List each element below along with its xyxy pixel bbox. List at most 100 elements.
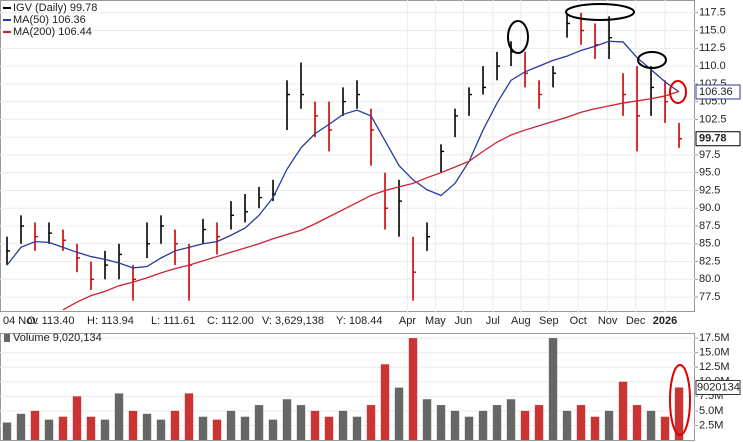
- volume-bar: [338, 410, 348, 440]
- volume-bar: [674, 387, 684, 440]
- x-tick-label: Sep: [539, 315, 559, 327]
- volume-bar: [170, 410, 180, 440]
- volume-bar: [184, 393, 194, 440]
- annotation-circle: [669, 80, 687, 104]
- volume-bar: [58, 416, 68, 440]
- info-bar-text: V: 3,629,138: [262, 315, 324, 327]
- x-tick-label: May: [425, 315, 446, 327]
- y-tick-label: 80.0: [699, 273, 720, 285]
- y-tick-label: 5.0M: [699, 405, 723, 417]
- volume-bar: [254, 405, 264, 440]
- annotation-ellipse: [669, 364, 691, 436]
- plot-layer: Apr May Jun Jul Aug Sep Oct Nov Dec 2026: [0, 0, 698, 440]
- volume-bar: [366, 405, 376, 440]
- price-tag-box: [695, 131, 741, 147]
- volume-bar: [142, 413, 152, 440]
- y-tick-label: 87.5: [699, 220, 720, 232]
- volume-bar: [660, 416, 670, 440]
- y-tick-label: 77.5: [699, 291, 720, 303]
- volume-bar: [478, 410, 488, 440]
- volume-bar: [114, 393, 124, 440]
- y-tick-label: 95.0: [699, 167, 720, 179]
- volume-bar: [226, 410, 236, 440]
- volume-bar: [506, 399, 516, 440]
- volume-bar: [72, 396, 82, 440]
- volume-bar: [590, 416, 600, 440]
- x-tick-label: Jun: [455, 315, 473, 327]
- volume-bar: [128, 410, 138, 440]
- y-tick-label: 115.0: [699, 24, 726, 36]
- info-bar-text: O: 113.40: [27, 315, 75, 327]
- volume-bar: [534, 405, 544, 440]
- volume-bar: [422, 399, 432, 440]
- y-tick-label: 110.0: [699, 60, 726, 72]
- volume-bar: [464, 416, 474, 440]
- volume-bar: [576, 405, 586, 440]
- y-tick-label: 2.5M: [699, 419, 723, 431]
- volume-bar: [380, 364, 390, 440]
- annotation-ellipse: [565, 3, 635, 21]
- x-tick-label: Dec: [626, 315, 646, 327]
- info-bar-bg: [0, 312, 382, 328]
- price-tag: 106.36: [699, 86, 733, 98]
- info-bar-text: H: 113.94: [87, 315, 134, 327]
- volume-bar: [352, 416, 362, 440]
- y-tick-label: 102.5: [699, 113, 727, 125]
- volume-title: Volume 9,020,134: [13, 332, 102, 344]
- price-tag: 99.78: [699, 133, 727, 145]
- volume-bar: [562, 410, 572, 440]
- volume-bar: [2, 422, 12, 440]
- x-tick-label: Nov: [598, 315, 618, 327]
- volume-bar: [44, 419, 54, 440]
- volume-bar: [646, 410, 656, 440]
- y-tick-label: 12.5M: [699, 361, 730, 373]
- y-tick-label: 92.5: [699, 184, 720, 196]
- y-tick-label: 117.5: [699, 7, 726, 19]
- legend-label: MA(50) 106.36: [13, 14, 86, 26]
- info-bar-text: L: 111.61: [151, 315, 195, 327]
- volume-bar: [268, 419, 278, 440]
- volume-bar: [618, 381, 628, 440]
- info-bar-text: C: 112.00: [207, 315, 254, 327]
- x-tick-label: Oct: [570, 315, 587, 327]
- price-panel-frame: [0, 0, 695, 312]
- y-tick-label: 15.0M: [699, 347, 730, 359]
- volume-bar: [548, 338, 558, 440]
- x-tick-label: Aug: [511, 315, 531, 327]
- volume-bar: [240, 416, 250, 440]
- info-bar-text: 04 Nov: [3, 315, 38, 327]
- y-tick-label: 97.5: [699, 149, 720, 161]
- volume-bar: [604, 410, 614, 440]
- x-tick-label: Jul: [486, 315, 500, 327]
- volume-bar: [436, 405, 446, 440]
- volume-bar: [156, 419, 166, 440]
- y-tick-label: 85.0: [699, 238, 720, 250]
- overlay-layer: 77.580.082.585.087.590.092.595.097.5100.…: [3, 2, 741, 431]
- volume-bar: [86, 416, 96, 440]
- volume-bar: [100, 419, 110, 440]
- x-tick-label: 2026: [653, 315, 677, 327]
- y-tick-label: 17.5M: [699, 332, 730, 344]
- volume-bar: [16, 413, 26, 440]
- volume-bar: [296, 405, 306, 440]
- volume-bar: [450, 410, 460, 440]
- annotation-ellipse: [637, 51, 667, 69]
- volume-bar: [282, 399, 292, 440]
- y-tick-label: 90.0: [699, 202, 720, 214]
- volume-bar: [212, 419, 222, 440]
- legend-swatch: [4, 334, 10, 342]
- volume-bar: [30, 410, 40, 440]
- volume-bar: [324, 416, 334, 440]
- volume-bar: [520, 410, 530, 440]
- ma-line: [6, 40, 680, 269]
- price-tag-box: [695, 84, 741, 100]
- volume-bar: [394, 387, 404, 440]
- ma-line: [62, 90, 680, 311]
- volume-bar: [492, 405, 502, 440]
- legend-label: MA(200) 106.44: [13, 26, 92, 38]
- annotation-ellipse: [507, 20, 529, 54]
- volume-bar: [310, 410, 320, 440]
- x-tick-label: Apr: [399, 315, 416, 327]
- volume-bar: [632, 405, 642, 440]
